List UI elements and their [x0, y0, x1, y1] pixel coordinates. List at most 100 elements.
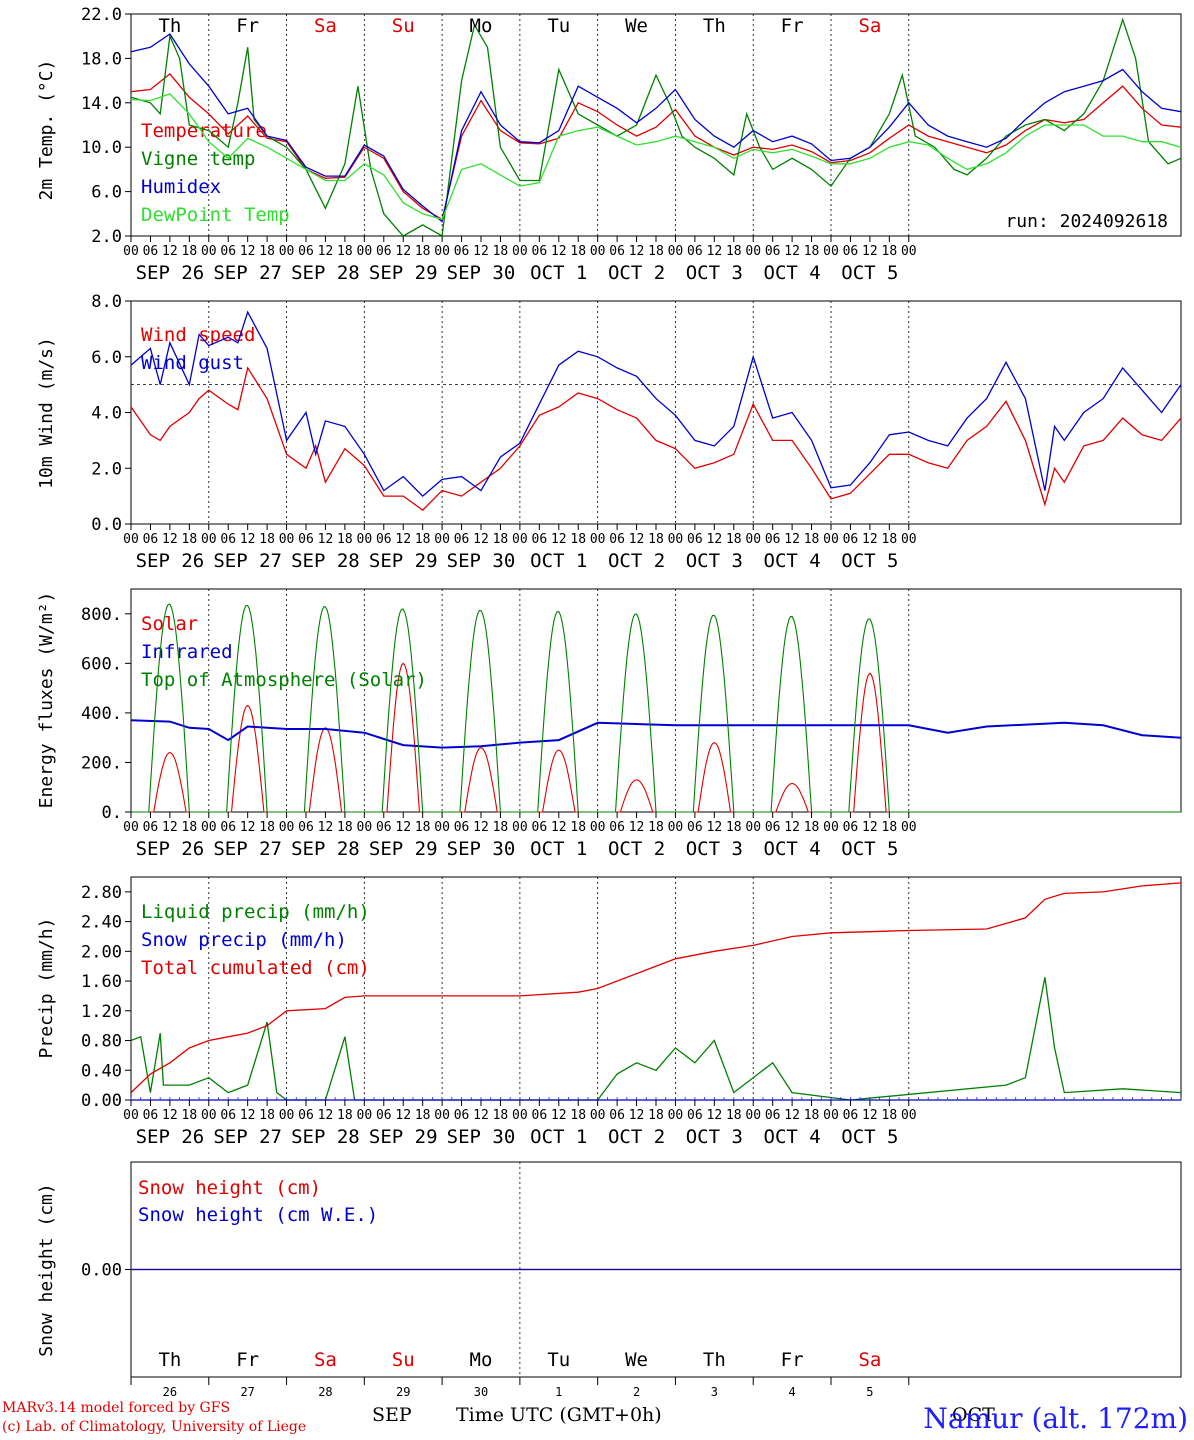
x-tick-label: 18: [726, 244, 742, 259]
x-tick-label: 18: [804, 532, 820, 547]
x-tick-label: 12: [862, 244, 878, 259]
y-tick-label: 2.40: [81, 913, 122, 933]
x-tick-label: 06: [298, 820, 314, 835]
y-tick-label: 4.0: [91, 404, 122, 424]
x-tick-label: 06: [609, 820, 625, 835]
y-tick-label: 2.00: [81, 942, 122, 962]
x-tick-label: 00: [201, 244, 217, 259]
x-tick-label: 12: [162, 820, 178, 835]
lab-credit: (c) Lab. of Climatology, University of L…: [2, 1419, 307, 1435]
x-tick-label: 18: [648, 820, 664, 835]
date-label: OCT 2: [608, 838, 665, 860]
y-tick-label: 8.0: [91, 292, 122, 312]
date-label: OCT 5: [841, 1126, 898, 1148]
x-tick-label: 12: [784, 532, 800, 547]
day-number: 27: [240, 1385, 254, 1399]
x-tick-label: 12: [707, 532, 723, 547]
x-tick-label: 00: [123, 1108, 139, 1123]
x-tick-label: 00: [823, 532, 839, 547]
series-wind-speed: [130, 366, 1182, 511]
weekday-label: Su: [392, 15, 415, 37]
x-tick-label: 12: [629, 820, 645, 835]
y-tick-label: 0.: [102, 803, 122, 823]
x-tick-label: 00: [512, 244, 528, 259]
y-tick-label: 0.00: [81, 1091, 122, 1111]
x-tick-label: 12: [862, 1108, 878, 1123]
weekday-label: Th: [158, 1349, 181, 1371]
day-number: 29: [396, 1385, 410, 1399]
x-tick-label: 06: [376, 532, 392, 547]
legend-series-solar: Solar: [141, 613, 198, 635]
plot-frame-2: [130, 588, 1182, 813]
series-total-cumulated-cm: [130, 882, 1182, 1094]
date-label: OCT 5: [841, 262, 898, 284]
x-tick-label: 00: [512, 820, 528, 835]
x-tick-label: 18: [804, 244, 820, 259]
y-tick-label: 2.0: [91, 459, 122, 479]
date-label: SEP 27: [213, 1126, 282, 1148]
date-label: OCT 1: [530, 262, 587, 284]
date-label: OCT 4: [764, 262, 821, 284]
x-tick-label: 00: [823, 1108, 839, 1123]
x-tick-label: 06: [687, 820, 703, 835]
x-tick-label: 06: [532, 820, 548, 835]
x-tick-label: 00: [745, 244, 761, 259]
x-tick-label: 00: [357, 820, 373, 835]
legend-series-vigne-temp: Vigne temp: [141, 148, 255, 170]
weekday-label: Sa: [314, 15, 337, 37]
series-infrared: [130, 719, 1182, 749]
date-label: SEP 27: [213, 262, 282, 284]
date-label: SEP 29: [369, 262, 438, 284]
x-tick-label: 18: [259, 820, 275, 835]
date-label: OCT 1: [530, 1126, 587, 1148]
x-tick-label: 12: [240, 532, 256, 547]
x-tick-label: 18: [570, 820, 586, 835]
x-tick-label: 06: [609, 532, 625, 547]
y-tick-label: 6.0: [91, 183, 122, 203]
legend-series-wind-gust: Wind gust: [141, 352, 244, 374]
legend-series-top-of-atmosphere-solar: Top of Atmosphere (Solar): [141, 669, 427, 691]
weekday-label: Fr: [781, 15, 804, 37]
date-label: SEP 26: [136, 838, 205, 860]
y-axis-label: Precip (mm/h): [36, 918, 57, 1059]
x-tick-label: 18: [648, 532, 664, 547]
date-label: OCT 5: [841, 550, 898, 572]
x-tick-label: 12: [629, 244, 645, 259]
x-tick-label: 12: [395, 1108, 411, 1123]
x-tick-label: 18: [259, 532, 275, 547]
day-number: 3: [711, 1385, 718, 1399]
legend-series-snow-height-cm: Snow height (cm): [138, 1177, 321, 1199]
y-tick-label: 1.60: [81, 972, 122, 992]
legend-series-humidex: Humidex: [141, 176, 221, 198]
x-tick-label: 18: [493, 532, 509, 547]
weekday-label: Fr: [236, 15, 259, 37]
day-number: 26: [163, 1385, 177, 1399]
x-tick-label: 12: [162, 244, 178, 259]
month-label: SEP: [372, 1404, 412, 1426]
x-tick-label: 18: [882, 532, 898, 547]
x-tick-label: 06: [376, 1108, 392, 1123]
date-label: OCT 4: [764, 550, 821, 572]
date-label: SEP 30: [447, 838, 516, 860]
x-tick-label: 06: [687, 532, 703, 547]
y-tick-label: 0.00: [81, 1261, 122, 1281]
x-tick-label: 12: [395, 532, 411, 547]
x-tick-label: 06: [609, 1108, 625, 1123]
x-tick-label: 18: [182, 820, 198, 835]
date-label: SEP 30: [447, 262, 516, 284]
weekday-label: Sa: [314, 1349, 337, 1371]
y-tick-label: 400.: [81, 704, 122, 724]
date-label: OCT 2: [608, 262, 665, 284]
x-tick-label: 18: [570, 244, 586, 259]
date-label: SEP 28: [291, 838, 360, 860]
date-label: OCT 5: [841, 838, 898, 860]
x-tick-label: 18: [259, 244, 275, 259]
y-tick-label: 18.0: [81, 49, 122, 69]
y-tick-label: 14.0: [81, 94, 122, 114]
x-tick-label: 00: [434, 1108, 450, 1123]
weekday-label: Tu: [547, 1349, 570, 1371]
x-tick-label: 12: [473, 244, 489, 259]
legend-series-dewpoint-temp: DewPoint Temp: [141, 204, 290, 226]
date-label: OCT 3: [686, 838, 743, 860]
date-label: SEP 30: [447, 1126, 516, 1148]
